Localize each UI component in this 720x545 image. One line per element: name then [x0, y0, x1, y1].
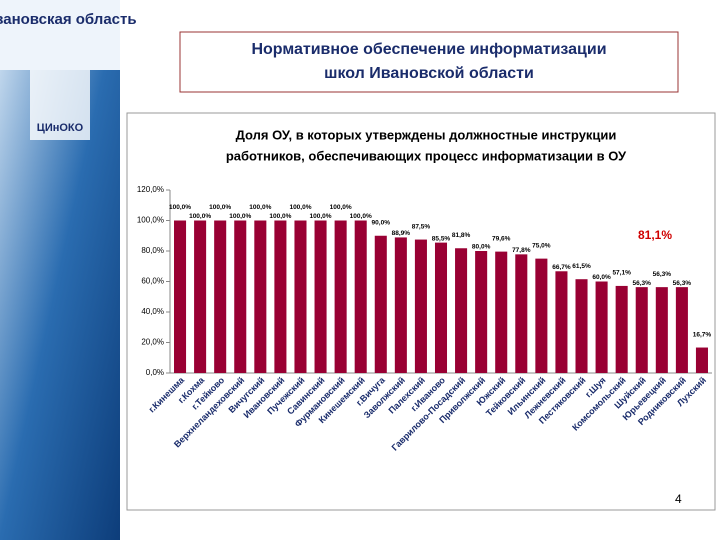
bar	[595, 281, 608, 373]
bar	[575, 279, 588, 373]
title-box	[179, 31, 679, 93]
value-label: 100,0%	[310, 213, 332, 220]
bar	[414, 239, 427, 373]
bar	[695, 347, 708, 373]
value-label: 57,1%	[612, 270, 631, 277]
y-tick-label: 100,0%	[137, 216, 164, 225]
y-tick-label: 0,0%	[146, 368, 164, 377]
logo-box	[30, 70, 90, 140]
bar	[615, 285, 628, 373]
value-label: 100,0%	[209, 204, 231, 211]
bar	[194, 220, 207, 373]
value-label: 81,8%	[452, 232, 471, 239]
value-label: 88,9%	[392, 230, 411, 237]
value-label: 90,0%	[372, 219, 391, 226]
y-tick-label: 20,0%	[141, 338, 164, 347]
bar	[675, 287, 688, 373]
bar	[635, 287, 648, 373]
value-label: 77,8%	[512, 247, 531, 254]
slide-title-text: школ Ивановской области	[324, 65, 534, 82]
bar	[234, 220, 247, 373]
value-label: 60,0%	[592, 274, 611, 281]
chart-title: Доля ОУ, в которых утверждены должностны…	[236, 127, 617, 142]
bar	[214, 220, 227, 373]
value-label: 75,0%	[532, 242, 551, 249]
value-label: 87,5%	[412, 223, 431, 230]
bar	[314, 220, 327, 373]
side-header	[0, 0, 120, 70]
bar	[495, 251, 508, 373]
bar	[535, 258, 548, 373]
slide-title-2: школ Ивановской области	[324, 65, 534, 82]
value-label: 100,0%	[229, 213, 251, 220]
value-label: 100,0%	[189, 213, 211, 220]
bar	[475, 251, 488, 373]
value-label: 56,3%	[633, 280, 652, 287]
value-label: 100,0%	[249, 204, 271, 211]
bar	[354, 220, 367, 373]
chart-title: работников, обеспечивающих процесс инфор…	[226, 148, 627, 163]
value-label: 100,0%	[169, 204, 191, 211]
bar	[434, 242, 448, 373]
value-label: 100,0%	[269, 213, 291, 220]
logo: ЦИнОКО	[37, 122, 84, 134]
value-label: 100,0%	[289, 204, 311, 211]
value-label: 100,0%	[330, 204, 352, 211]
value-label: 16,7%	[693, 331, 712, 338]
bar	[515, 254, 528, 373]
bar	[455, 248, 468, 373]
value-label: 80,0%	[472, 244, 491, 251]
y-tick-label: 80,0%	[141, 246, 164, 255]
region: Ивановская область	[0, 11, 137, 28]
y-tick-label: 40,0%	[141, 307, 164, 316]
value-label: 61,5%	[572, 263, 591, 270]
value-label: 66,7%	[552, 264, 571, 271]
value-label: 85,5%	[432, 235, 451, 242]
y-tick-label: 60,0%	[141, 277, 164, 286]
bar	[655, 287, 668, 373]
bar	[294, 220, 307, 373]
annotation: 81,1%	[638, 228, 672, 242]
slide-title-text: Нормативное обеспечение информатизации	[251, 41, 606, 58]
bar	[334, 220, 347, 373]
y-tick-label: 120,0%	[137, 185, 164, 194]
page-number: 4	[675, 492, 682, 506]
bar	[555, 271, 568, 373]
bar	[374, 235, 387, 373]
bar	[174, 220, 187, 373]
value-label: 100,0%	[350, 213, 372, 220]
slide-title: Нормативное обеспечение информатизации	[251, 41, 606, 58]
bar	[274, 220, 287, 373]
bar	[254, 220, 267, 373]
value-label: 56,3%	[653, 271, 672, 278]
value-label: 56,3%	[673, 280, 692, 287]
value-label: 79,6%	[492, 235, 511, 242]
bar	[394, 237, 407, 373]
